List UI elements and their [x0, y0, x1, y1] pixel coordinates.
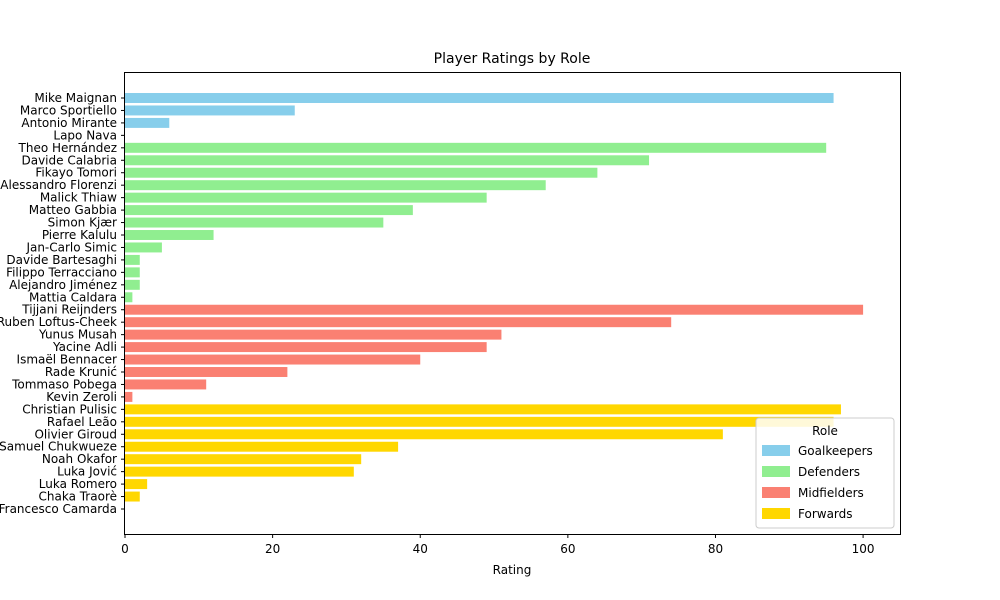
legend: Role Goalkeepers Defenders Midfielders Forwa… [755, 417, 895, 529]
bar [125, 167, 598, 178]
y-tick-label: Malick Thiaw [40, 191, 117, 205]
y-tick-label: Luka Romero [39, 477, 117, 491]
x-tick-label: 100 [852, 542, 875, 556]
y-tick-label: Yacine Adli [52, 340, 117, 354]
bar [125, 267, 140, 278]
bar [125, 479, 148, 490]
y-tick-label: Fikayo Tomori [35, 166, 117, 180]
y-tick-label: Alejandro Jiménez [9, 278, 117, 292]
y-tick-label: Rade Krunić [45, 365, 117, 379]
bar [125, 105, 295, 116]
bar [125, 454, 362, 465]
bar [125, 155, 650, 166]
y-tick-label: Mattia Caldara [29, 290, 117, 304]
y-tick-label: Yunus Musah [38, 328, 117, 342]
x-tick-label: 0 [121, 542, 129, 556]
x-tick-label: 60 [560, 542, 575, 556]
bar [125, 466, 354, 477]
y-tick-label: Antonio Mirante [21, 116, 117, 130]
y-tick-label: Alessandro Florenzi [0, 178, 117, 192]
legend-title: Role [812, 424, 838, 438]
bar [125, 441, 399, 452]
y-tick-label: Theo Hernández [18, 141, 117, 155]
y-tick-label: Kevin Zeroli [46, 390, 117, 404]
y-tick-label: Lapo Nava [53, 128, 117, 142]
y-tick-label: Luka Jović [57, 465, 117, 479]
y-tick-label: Jan-Carlo Simic [25, 240, 117, 254]
y-tick-label: Tijjani Reijnders [21, 303, 117, 317]
bar [125, 354, 421, 365]
y-tick-label: Ruben Loftus-Cheek [0, 315, 117, 329]
bar [125, 416, 834, 427]
y-tick-label: Simon Kjær [48, 216, 117, 230]
bar [125, 205, 413, 216]
y-tick-label: Tommaso Pobega [11, 377, 117, 391]
bar [125, 142, 827, 153]
x-axis-label: Rating [493, 563, 532, 577]
y-tick-label: Marco Sportiello [20, 103, 117, 117]
y-tick-label: Noah Okafor [42, 452, 117, 466]
y-tick-label: Mike Maignan [34, 91, 117, 105]
x-tick-label: 40 [413, 542, 428, 556]
legend-entry-label: Goalkeepers [798, 444, 873, 458]
bar [125, 192, 487, 203]
legend-entry-label: Midfielders [798, 486, 864, 500]
y-tick-label: Davide Calabria [21, 153, 117, 167]
x-tick-label: 80 [708, 542, 723, 556]
y-tick-label: Pierre Kalulu [42, 228, 117, 242]
y-tick-label: Francesco Camarda [0, 502, 117, 516]
legend-swatch [762, 508, 790, 519]
bar [125, 429, 723, 440]
bar [125, 180, 546, 191]
bar [125, 117, 170, 128]
x-ticks: 0 20 40 60 80 100 [121, 534, 875, 556]
bar [125, 317, 672, 328]
y-tick-label: Rafael Leão [47, 415, 117, 429]
legend-entry-label: Defenders [798, 465, 860, 479]
y-tick-label: Ismaël Bennacer [17, 353, 118, 367]
y-tick-label: Chaka Traorè [39, 490, 118, 504]
chart-title: Player Ratings by Role [434, 51, 591, 67]
legend-box [755, 417, 895, 529]
y-tick-label: Davide Bartesaghi [6, 253, 117, 267]
bar [125, 304, 864, 315]
bar [125, 93, 834, 103]
bar [125, 230, 214, 240]
y-tick-label: Christian Pulisic [22, 402, 117, 416]
legend-entry-label: Forwards [798, 507, 853, 521]
bar [125, 404, 841, 415]
bar [125, 242, 162, 253]
legend-swatch [762, 466, 790, 477]
x-tick-label: 20 [265, 542, 280, 556]
bar [125, 379, 207, 390]
bar [125, 329, 502, 340]
bar [125, 254, 140, 265]
bar [125, 292, 133, 303]
bar [125, 342, 487, 353]
y-tick-label: Matteo Gabbia [29, 203, 117, 217]
bar [125, 367, 288, 377]
legend-swatch [762, 487, 790, 498]
bar [125, 491, 140, 502]
bar [125, 217, 384, 228]
bar [125, 279, 140, 290]
y-tick-label: Olivier Giroud [34, 427, 117, 441]
bar [125, 391, 133, 402]
y-tick-label: Samuel Chukwueze [0, 440, 117, 454]
plot-frame [124, 72, 901, 535]
bars-layer [125, 93, 864, 502]
y-tick-label: Filippo Terracciano [6, 265, 117, 279]
legend-swatch [762, 445, 790, 456]
